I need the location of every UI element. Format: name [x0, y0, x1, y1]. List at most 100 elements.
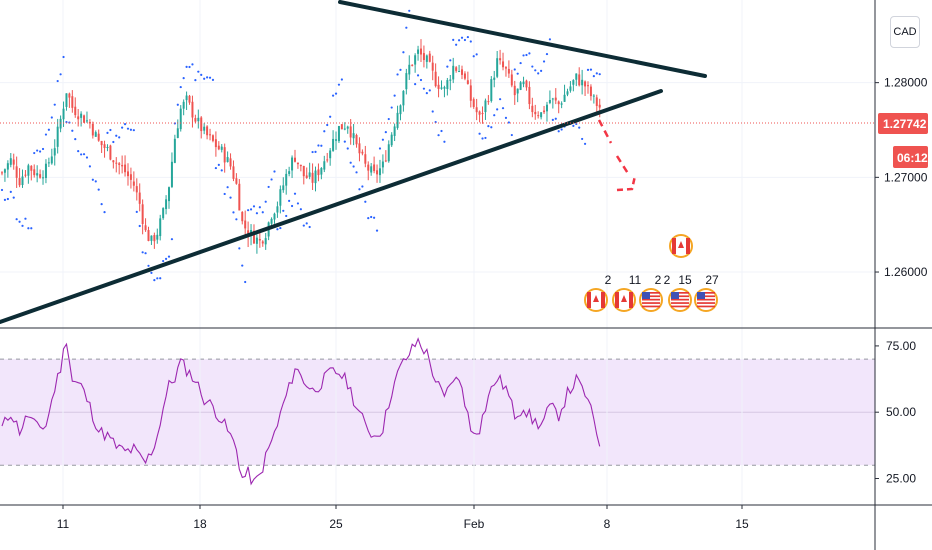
candle-body — [419, 48, 422, 55]
psar-dot — [112, 140, 115, 144]
candle-body — [85, 120, 88, 122]
candle-body — [156, 234, 159, 240]
psar-dot — [241, 264, 244, 267]
candle-body — [346, 126, 349, 129]
candle-body — [118, 163, 121, 165]
flag-stripe — [642, 298, 660, 301]
down-arrow-annotation[interactable] — [597, 119, 637, 192]
flag-stripe — [686, 238, 690, 254]
psar-dot — [481, 137, 484, 140]
psar-dot — [455, 43, 458, 46]
psar-dot — [24, 217, 27, 220]
candle-body — [100, 140, 103, 146]
psar-dot — [422, 87, 426, 90]
flag-stripe — [642, 302, 660, 304]
candle-body — [402, 90, 405, 106]
countdown-badge — [893, 146, 928, 168]
psar-dot — [82, 153, 86, 156]
candle-body — [103, 144, 106, 148]
candle-body — [285, 173, 288, 186]
upper-trendline[interactable] — [338, 0, 707, 78]
psar-dot — [6, 197, 9, 201]
psar-dot — [510, 133, 513, 137]
candle-body — [197, 117, 200, 122]
candle-body — [589, 86, 592, 97]
psar-dot — [296, 202, 300, 205]
psar-dot — [153, 279, 156, 282]
candle-body — [112, 160, 115, 163]
psar-dot — [12, 196, 15, 199]
candle-body — [91, 123, 94, 136]
psar-dot — [258, 206, 261, 209]
candle-body — [343, 128, 346, 130]
psar-dot — [188, 65, 191, 69]
flag-stripe — [642, 305, 660, 308]
candle-body — [244, 220, 247, 229]
rsi-axis[interactable]: 25.00 50.00 75.00 — [875, 339, 916, 486]
candle-body — [337, 126, 340, 142]
psar-dot — [62, 55, 65, 59]
candle-body — [220, 146, 223, 150]
psar-dot — [59, 73, 62, 76]
lower-trendline[interactable] — [0, 89, 663, 324]
candle-body — [176, 128, 179, 138]
candle-body — [42, 177, 45, 179]
psar-dot — [91, 178, 94, 181]
candle-body — [18, 178, 21, 186]
candle-body — [323, 161, 326, 170]
price-tick-label: 1.26000 — [884, 265, 928, 279]
psar-dot — [537, 72, 540, 75]
candle-body — [431, 62, 434, 71]
us-flag-icon — [639, 288, 663, 312]
candle-body — [575, 73, 578, 80]
candle-body — [352, 133, 355, 139]
candle-body — [326, 159, 329, 161]
price-axis[interactable]: 1.26000 1.27000 1.28000 — [875, 76, 928, 279]
candle-body — [566, 91, 569, 95]
candle-body — [534, 111, 537, 115]
economic-events[interactable]: 2 11 2 2 15 27 — [584, 234, 719, 312]
event-count-label: 2 — [664, 273, 671, 287]
psar-dot — [30, 227, 33, 230]
psar-dot — [592, 75, 595, 78]
psar-dot — [132, 129, 135, 132]
candle-body — [478, 111, 481, 115]
parabolic-sar-series — [0, 9, 601, 284]
psar-dot — [162, 259, 165, 263]
candle-body — [513, 85, 516, 96]
psar-dot — [299, 208, 302, 211]
candle-body — [223, 147, 226, 163]
currency-button[interactable]: CAD — [890, 16, 920, 48]
candle-body — [30, 165, 33, 171]
psar-dot — [276, 228, 279, 231]
time-axis[interactable]: 11 18 25 Feb 8 15 — [57, 505, 749, 531]
candle-body — [405, 73, 408, 90]
psar-dot — [282, 209, 285, 212]
current-price-badge — [878, 113, 928, 134]
candle-body — [264, 238, 267, 245]
psar-dot — [367, 216, 370, 220]
candle-body — [135, 186, 138, 193]
psar-dot — [416, 74, 420, 77]
psar-dot — [200, 73, 203, 77]
psar-dot — [384, 131, 387, 134]
candle-body — [39, 174, 42, 178]
psar-dot — [293, 192, 297, 195]
candle-body — [434, 71, 437, 87]
candle-body — [361, 151, 364, 154]
candle-body — [50, 156, 53, 164]
psar-dot — [273, 170, 276, 173]
rsi-tick-label: 50.00 — [886, 405, 916, 419]
psar-dot — [71, 129, 74, 132]
price-tick-label: 1.28000 — [884, 76, 928, 90]
psar-dot — [557, 130, 560, 133]
flag-stripe — [671, 295, 689, 298]
psar-dot — [311, 150, 314, 154]
candle-body — [504, 67, 507, 69]
candle-body — [554, 97, 557, 101]
candle-body — [56, 126, 59, 147]
candle-body — [455, 67, 458, 71]
psar-dot — [285, 214, 288, 218]
psar-dot — [490, 126, 493, 129]
